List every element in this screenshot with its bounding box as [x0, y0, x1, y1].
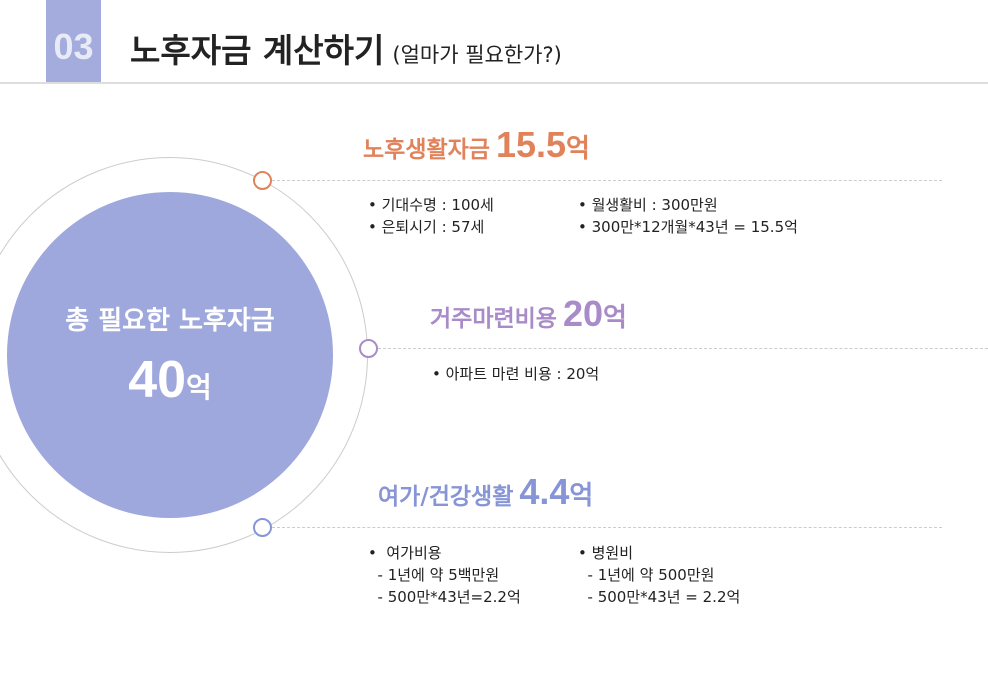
- title-text: 노후자금 계산하기: [130, 31, 385, 70]
- heading-title: 거주마련비용: [430, 306, 557, 332]
- list-item: • 기대수명 : 100세: [368, 196, 494, 214]
- section-list-left: • 아파트 마련 비용 : 20억: [432, 363, 599, 385]
- list-item: - 1년에 약 500만원: [578, 566, 715, 584]
- heading-unit: 억: [569, 481, 594, 511]
- heading-unit: 억: [566, 134, 590, 164]
- total-unit: 억: [186, 371, 212, 404]
- section-divider: [378, 348, 988, 349]
- heading-title: 여가/건강생활: [378, 484, 514, 510]
- section-number-box: [46, 0, 101, 83]
- total-value: 40억: [7, 350, 333, 410]
- heading-title: 노후생활자금: [363, 137, 490, 163]
- heading-value: 20: [562, 293, 604, 334]
- section-divider: [272, 527, 942, 528]
- list-item: • 병원비: [578, 544, 634, 562]
- list-item: • 월생활비 : 300만원: [578, 196, 718, 214]
- section-divider: [272, 180, 942, 181]
- section-marker-dot: [359, 339, 378, 358]
- header-divider: [0, 82, 988, 84]
- list-item: - 500만*43년 = 2.2억: [578, 588, 741, 606]
- section-marker-dot: [253, 171, 272, 190]
- section-heading-living: 노후생활자금 15.5억: [363, 124, 590, 166]
- section-heading-housing: 거주마련비용 20억: [430, 293, 627, 335]
- list-item: • 아파트 마련 비용 : 20억: [432, 365, 600, 383]
- total-circle: [7, 192, 333, 518]
- section-list-right: • 병원비 - 1년에 약 500만원 - 500만*43년 = 2.2억: [578, 542, 740, 608]
- section-number: 03: [53, 26, 94, 67]
- page-title: 노후자금 계산하기 (얼마가 필요한가?): [130, 24, 562, 72]
- section-list-right: • 월생활비 : 300만원 • 300만*12개월*43년 = 15.5억: [578, 194, 798, 238]
- page-subtitle: (얼마가 필요한가?): [392, 43, 562, 67]
- list-item: - 1년에 약 5백만원: [368, 566, 500, 584]
- section-list-left: • 여가비용 - 1년에 약 5백만원 - 500만*43년=2.2억: [368, 542, 521, 608]
- list-item: • 여가비용: [368, 544, 442, 562]
- section-heading-leisure: 여가/건강생활 4.4억: [378, 471, 593, 513]
- heading-value: 15.5: [495, 124, 567, 165]
- total-number: 40: [128, 351, 187, 409]
- heading-unit: 억: [603, 303, 627, 333]
- list-item: • 은퇴시기 : 57세: [368, 218, 485, 236]
- total-label: 총 필요한 노후자금: [65, 306, 275, 336]
- heading-value: 4.4: [519, 471, 570, 512]
- list-item: • 300만*12개월*43년 = 15.5억: [578, 218, 798, 236]
- section-marker-dot: [253, 518, 272, 537]
- list-item: - 500만*43년=2.2억: [368, 588, 521, 606]
- section-list-left: • 기대수명 : 100세 • 은퇴시기 : 57세: [368, 194, 494, 238]
